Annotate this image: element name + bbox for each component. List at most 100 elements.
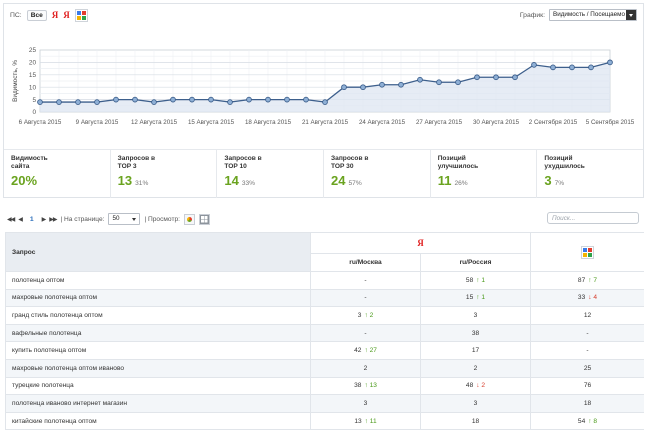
arrow-up-icon: ↑ 11 — [364, 417, 377, 425]
stat-value: 3 7% — [544, 174, 636, 191]
stat-number: 14 — [224, 173, 239, 188]
per-page-value: 50 — [112, 215, 120, 222]
chart-point — [189, 96, 195, 103]
position-value: 76 — [583, 382, 592, 390]
chart-point — [531, 62, 537, 68]
russia-position-cell: 48 ↓ 2 — [420, 376, 531, 396]
chart-point — [322, 99, 328, 105]
last-page-button[interactable]: ▶▶ — [49, 216, 57, 223]
yandex-column-header: Я — [310, 232, 531, 254]
chart-point — [246, 96, 252, 103]
query-cell[interactable]: купить полотенца оптом — [5, 341, 311, 360]
table-row[interactable]: полотенца иваново интернет магазин 3 3 18 — [5, 394, 644, 413]
moscow-position-cell: 13 ↑ 11 — [310, 411, 421, 431]
chart-x-tick-label: 15 Августа 2015 — [188, 119, 235, 126]
table-row[interactable]: вафельные полотенца - 38 - — [5, 323, 644, 343]
query-cell[interactable]: полотенца иваново интернет магазин — [5, 394, 311, 413]
table-row[interactable]: махровые полотенца оптом - 15 ↑ 1 33 ↓ 4 — [5, 288, 644, 308]
table-row[interactable]: турецкие полотенца 38 ↑ 13 48 ↓ 2 76 — [5, 376, 644, 396]
chart-point — [75, 99, 81, 105]
graph-type-select[interactable]: Видимость / Посещаемо — [549, 9, 637, 21]
stat-percent: 33% — [241, 180, 256, 187]
page-number-link[interactable]: 1 — [29, 215, 34, 223]
stat-label: TOP 3 — [117, 163, 137, 170]
moscow-column-header[interactable]: ru/Москва — [310, 253, 421, 272]
chart-point — [360, 84, 366, 91]
stat-percent: 7% — [554, 180, 565, 187]
stat-percent: 31% — [135, 180, 149, 187]
chart-point — [151, 99, 157, 105]
position-value: 3 — [357, 311, 362, 319]
table-row[interactable]: китайские полотенца оптом 13 ↑ 11 18 54 ↑ 8 — [5, 411, 644, 431]
arrow-up-icon: ↑ 1 — [476, 276, 486, 284]
chart-x-tick-label: 18 Августа 2015 — [245, 119, 292, 126]
stat-label: Позиций — [544, 155, 573, 162]
stat-label: улучшилось — [437, 163, 479, 170]
query-cell[interactable]: турецкие полотенца — [5, 376, 311, 396]
russia-position-cell: 58 ↑ 1 — [420, 271, 531, 290]
google-icon[interactable] — [74, 9, 88, 22]
position-value: 3 — [473, 311, 478, 319]
stat-percent: 26% — [454, 180, 468, 187]
position-value: 38 — [471, 329, 480, 337]
table-row[interactable]: махровые полотенца оптом иваново 2 2 25 — [5, 358, 644, 378]
prev-page-button[interactable]: ◀ — [18, 216, 23, 223]
chart-x-tick-label: 24 Августа 2015 — [359, 119, 406, 126]
query-cell[interactable]: китайские полотенца оптом — [5, 411, 311, 431]
position-value: 25 — [583, 364, 592, 372]
view-grid-icon[interactable] — [198, 213, 210, 225]
google-position-cell: 33 ↓ 4 — [530, 288, 644, 308]
position-value: 87 — [577, 276, 586, 284]
russia-position-cell: 2 — [420, 358, 531, 378]
chart-x-tick-label: 30 Августа 2015 — [473, 119, 520, 126]
query-cell[interactable]: гранд стиль полотенца оптом — [5, 306, 311, 325]
position-value: - — [586, 329, 589, 337]
chart-y-tick-label: 20 — [29, 60, 37, 67]
chart-point — [303, 96, 309, 103]
chart-y-tick-label: 0 — [32, 109, 36, 116]
russia-column-header[interactable]: ru/Россия — [420, 253, 531, 272]
yandex-icon[interactable]: Я — [63, 10, 70, 20]
stat-number: 13 — [117, 173, 133, 188]
position-value: - — [364, 294, 367, 302]
stat-number: 24 — [331, 173, 346, 188]
yandex-icon[interactable]: Я — [51, 10, 59, 20]
stat-label: TOP 30 — [331, 163, 354, 170]
search-engine-filter: ПС: Все Я Я — [10, 9, 88, 22]
chart-point — [113, 96, 119, 103]
arrow-up-icon: ↑ 27 — [364, 347, 377, 355]
view-colored-icon[interactable] — [183, 213, 195, 225]
chart-x-tick-label: 6 Августа 2015 — [19, 119, 62, 126]
query-cell[interactable]: махровые полотенца оптом — [5, 288, 311, 308]
moscow-position-cell: - — [310, 271, 421, 290]
query-column-header[interactable]: Запрос — [5, 232, 311, 272]
table-row[interactable]: полотенца оптом -58 ↑ 1 87 ↑ 7 — [5, 271, 644, 290]
stat-box: Позиций улучшилось 11 26% — [429, 150, 537, 198]
next-page-button[interactable]: ▶ — [41, 216, 47, 223]
chart-point — [170, 96, 176, 103]
chart-point — [379, 81, 385, 88]
table-row[interactable]: купить полотенца оптом 42 ↑ 27 17- — [5, 341, 644, 360]
chart-point — [37, 99, 43, 105]
moscow-position-cell: 38 ↑ 13 — [310, 376, 421, 396]
position-value: - — [586, 347, 589, 355]
query-cell[interactable]: махровые полотенца оптом иваново — [5, 358, 311, 378]
table-row[interactable]: гранд стиль полотенца оптом 3 ↑ 2 3 12 — [5, 306, 644, 325]
russia-position-cell: 15 ↑ 1 — [420, 288, 531, 308]
position-value: 17 — [471, 347, 480, 355]
positions-table-wrap: Запрос Я ru/Москва ru/Россия полотенца о… — [5, 232, 644, 433]
chart-y-axis-label: Видимость, % — [12, 60, 19, 102]
stat-number: 3 — [544, 173, 552, 188]
filter-all-button[interactable]: Все — [26, 10, 47, 21]
chevron-down-icon[interactable] — [626, 10, 636, 20]
query-cell[interactable]: вафельные полотенца — [5, 323, 311, 343]
stat-label: TOP 10 — [224, 163, 247, 170]
search-input[interactable] — [547, 212, 639, 224]
first-page-button[interactable]: ◀◀ — [7, 216, 15, 223]
query-cell[interactable]: полотенца оптом — [5, 271, 311, 290]
position-value: 3 — [473, 399, 478, 407]
per-page-select[interactable]: 50 — [108, 213, 141, 225]
chart-point — [436, 79, 442, 86]
google-position-cell: 18 — [530, 394, 644, 413]
chart-point — [284, 96, 290, 103]
